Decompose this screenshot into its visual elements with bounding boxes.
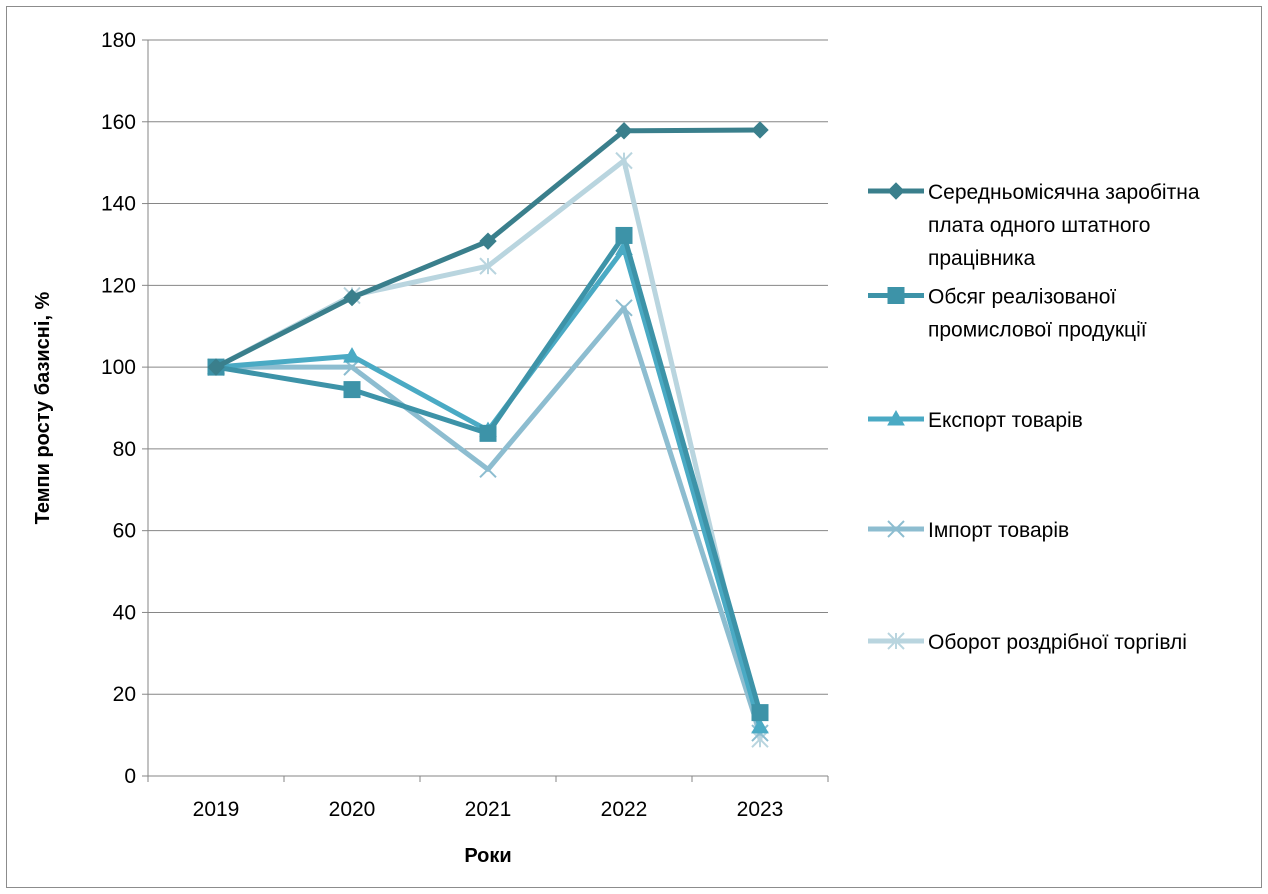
x-tick-label: 2021 (465, 798, 512, 821)
data-point (615, 226, 633, 244)
data-point (615, 122, 633, 140)
data-point (615, 151, 633, 170)
x-tick-label: 2023 (737, 798, 784, 821)
data-point (343, 288, 361, 307)
y-axis-title: Темпи росту базисні, % (32, 291, 54, 524)
legend-item-3: Експорт товарів (868, 409, 1083, 432)
data-point (343, 381, 361, 399)
data-point (343, 347, 361, 363)
y-tick-label: 160 (101, 111, 136, 134)
legend-label: Обсяг реалізованої (928, 286, 1116, 309)
legend-label: Середньомісячна заробітна (928, 181, 1200, 204)
legend-item-2: Обсяг реалізованої промислової продукції (868, 286, 1147, 342)
legend-marker (887, 632, 905, 650)
series-1 (207, 121, 769, 376)
data-point (479, 257, 497, 275)
data-point (751, 704, 769, 722)
series-line (213, 246, 763, 730)
legend-label: Імпорт товарів (928, 519, 1069, 542)
legend-marker (887, 182, 905, 200)
legend-marker (887, 520, 905, 538)
data-point (207, 358, 225, 376)
data-point (479, 460, 497, 479)
gridlines (148, 39, 828, 695)
legend-item-5: Оборот роздрібної торгівлі (868, 631, 1187, 654)
y-tick-label: 20 (113, 683, 136, 706)
legend-item-1: Середньомісячна заробітна плата одного шт… (868, 181, 1200, 270)
legend: Середньомісячна заробітна плата одного шт… (868, 181, 1200, 654)
chart-frame (6, 6, 1262, 888)
series-lines (207, 121, 769, 748)
y-tick-label: 140 (101, 193, 136, 216)
y-tick-label: 120 (101, 274, 136, 297)
x-tick-label: 2020 (329, 798, 376, 821)
series-3 (207, 239, 769, 734)
legend-label: працівника (928, 247, 1036, 270)
legend-label: Оборот роздрібної торгівлі (928, 631, 1187, 654)
data-point (479, 232, 497, 250)
legend-label: Експорт товарів (928, 409, 1083, 432)
series-4 (207, 299, 769, 742)
y-tick-label: 180 (101, 29, 136, 52)
x-axis-title: Роки (464, 845, 511, 867)
legend-item-4: Імпорт товарів (868, 519, 1069, 542)
data-point (751, 717, 769, 734)
data-point (479, 424, 497, 442)
legend-label: плата одного штатного (928, 214, 1150, 237)
legend-marker (887, 409, 905, 426)
x-tick-label: 2022 (601, 798, 648, 821)
data-point (751, 121, 769, 139)
y-tick-label: 40 (113, 601, 136, 624)
y-tick-label: 100 (101, 356, 136, 379)
series-line (213, 305, 763, 736)
axes: 0 20 40 60 80 100 120 140 160 180 2019 2020 2021 2022… (101, 29, 829, 821)
y-tick-label: 0 (124, 765, 136, 788)
series-2 (207, 226, 769, 722)
x-tick-label: 2019 (193, 798, 240, 821)
legend-marker (887, 287, 905, 304)
legend-label: промислової продукції (928, 319, 1147, 342)
y-tick-label: 80 (113, 438, 136, 461)
y-tick-label: 60 (113, 520, 136, 543)
data-point (615, 299, 633, 317)
